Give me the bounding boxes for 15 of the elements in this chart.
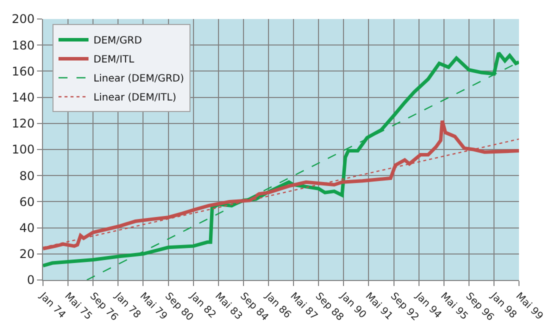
legend-label: Linear (DEM/ITL) [94,92,176,104]
y-tick-label: 60 [19,194,35,209]
legend-label: Linear (DEM/GRD) [94,74,184,85]
y-tick-label: 160 [12,64,35,78]
y-tick-label: 20 [19,247,35,262]
legend-label: DEM/ITL [94,54,135,66]
y-tick-label: 140 [12,90,35,104]
y-tick-label: 200 [12,12,35,26]
legend-label: DEM/GRD [94,36,142,47]
y-tick-label: 180 [12,38,35,52]
y-tick-label: 120 [12,116,35,131]
y-tick-label: 0 [26,273,35,288]
y-tick-label: 80 [19,168,35,183]
y-tick-label: 40 [19,221,35,235]
y-tick-label: 100 [12,142,35,157]
